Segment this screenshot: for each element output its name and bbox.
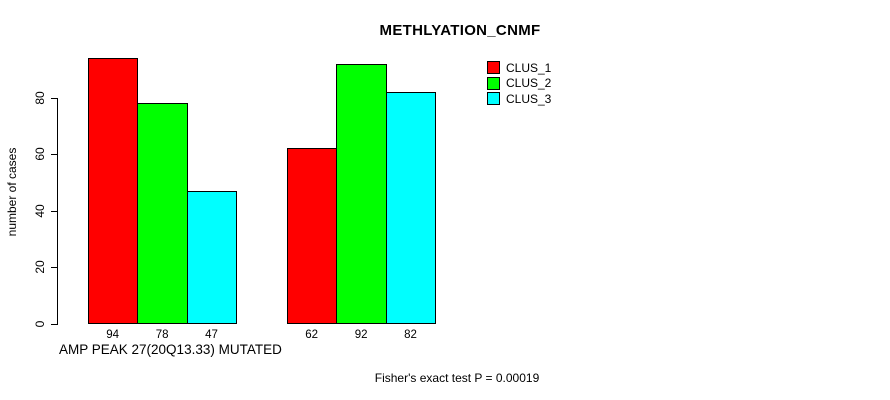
bar-clus_3-group1 [186,190,238,324]
y-tick-label: 60 [33,147,47,161]
bar-value-label: 82 [404,329,417,341]
bar-value-label: 62 [305,329,319,341]
y-tick [51,154,57,156]
x-axis-label: AMP PEAK 27(20Q13.33) MUTATED [59,342,282,357]
bar-value-label: 94 [106,329,120,341]
chart-title: METHLYATION_CNMF [379,22,541,39]
legend-swatch [487,76,500,90]
legend-label: CLUS_2 [506,76,552,91]
bar-clus_2-group1 [137,103,188,324]
legend-label: CLUS_1 [506,60,552,75]
bar-value-label: 92 [354,329,368,341]
y-tick [51,97,57,99]
y-tick [51,267,57,269]
legend-item-clus_3: CLUS_3 [487,91,551,107]
legend-swatch [487,61,500,75]
y-tick-label: 80 [33,90,47,105]
bar-clus_3-group2 [385,91,437,324]
legend-label: CLUS_3 [506,91,552,106]
bar-clus_1-group1 [88,57,139,324]
bar-value-label: 47 [205,329,218,341]
legend-item-clus_1: CLUS_1 [487,60,551,76]
legend-item-clus_2: CLUS_2 [487,76,551,92]
y-tick-label: 0 [33,320,47,328]
y-tick-label: 20 [33,260,47,275]
y-tick [51,324,57,325]
y-tick [51,210,57,212]
y-axis-label: number of cases [5,147,19,237]
y-tick-label: 40 [33,204,47,218]
annotation-text: Fisher's exact test P = 0.00019 [374,371,540,385]
y-axis-line [57,97,58,325]
legend: CLUS_1 CLUS_2 CLUS_3 [487,60,551,107]
bar-clus_2-group2 [336,63,387,324]
bar-value-label: 78 [155,329,169,341]
bar-clus_1-group2 [287,148,338,324]
legend-swatch [487,92,500,106]
